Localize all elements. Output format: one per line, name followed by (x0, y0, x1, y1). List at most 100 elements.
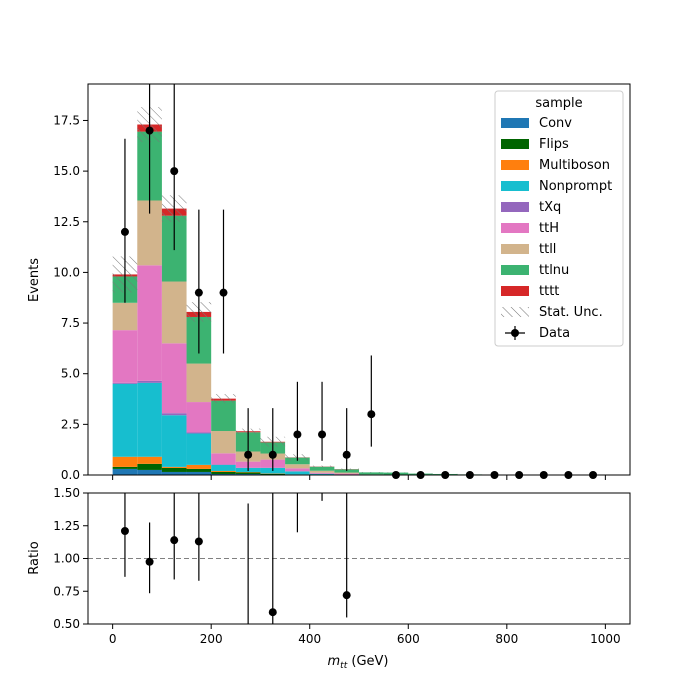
ratio-point (194, 537, 203, 546)
x-tick-label: 200 (200, 632, 223, 646)
bar-nonprompt (186, 433, 212, 465)
x-tick-label: 600 (397, 632, 420, 646)
bar-txq (161, 413, 187, 416)
bar-nonprompt (137, 382, 162, 457)
bar-tth (186, 402, 212, 433)
ratio-x-ticks: 0 200 400 600 800 1000 (109, 624, 621, 646)
legend-label-tth: ttH (539, 221, 559, 236)
legend-label-nonprompt: Nonprompt (539, 179, 612, 194)
bar-flips (161, 467, 187, 472)
bar-tth (309, 472, 335, 474)
data-point (194, 288, 203, 297)
bar-nonprompt (211, 464, 236, 471)
legend-swatch-tth (501, 223, 529, 233)
ratio-points (120, 493, 351, 624)
bar-conv (235, 473, 261, 475)
bar-ttll (334, 472, 359, 474)
bar-ttll (285, 464, 310, 469)
stat-unc-band (359, 472, 384, 473)
legend-swatch-nonprompt (501, 181, 529, 191)
ratio-y-ticks: 0.50 0.75 1.00 1.25 1.50 (53, 486, 88, 631)
bar-ttlnu (359, 472, 384, 475)
ratio-y-tick-label: 0.50 (53, 617, 80, 631)
bar-multiboson (137, 456, 162, 464)
data-point (318, 430, 327, 439)
ratio-point (268, 608, 277, 617)
legend-swatch-tttt (501, 286, 529, 296)
bar-multiboson (161, 466, 187, 468)
y-tick-label: 7.5 (61, 316, 80, 330)
y-tick-label: 2.5 (61, 417, 80, 431)
bar-ttlnu (285, 457, 310, 465)
bar-nonprompt (112, 383, 138, 457)
legend: sample Conv Flips Multiboson Nonprompt tXq ttH… (494, 90, 624, 347)
x-tick-label: 800 (495, 632, 518, 646)
ratio-y-axis-label: Ratio (27, 541, 42, 574)
legend-label-data: Data (539, 326, 570, 341)
data-point (293, 430, 302, 439)
bar-ttlnu (309, 466, 335, 471)
legend-label-ttlnu: ttlnu (539, 263, 569, 278)
x-tick-label: 400 (298, 632, 321, 646)
ratio-point (145, 557, 154, 566)
bar-tth (137, 265, 162, 381)
bar-flips (112, 466, 138, 469)
legend-swatch-flips (501, 139, 529, 149)
main-y-ticks: 0.0 2.5 5.0 7.5 10.0 12.5 15.0 17.5 (53, 113, 88, 482)
stat-unc-band (309, 465, 335, 468)
y-tick-label: 15.0 (53, 164, 80, 178)
bar-flips (137, 463, 162, 470)
bar-conv (137, 469, 162, 475)
bar-multiboson (211, 470, 236, 472)
ratio-plot-frame (87, 492, 631, 625)
legend-swatch-ttll (501, 244, 529, 254)
bar-tth (285, 468, 310, 472)
bar-txq (112, 382, 138, 384)
legend-swatch-multiboson (501, 160, 529, 170)
y-tick-label: 12.5 (53, 215, 80, 229)
y-tick-label: 17.5 (53, 113, 80, 127)
ratio-y-tick-label: 0.75 (53, 584, 80, 598)
ratio-panel: 0.50 0.75 1.00 1.25 1.50 0 200 400 600 800 1000 R… (27, 486, 631, 671)
bar-conv (161, 471, 187, 475)
y-tick-label: 10.0 (53, 265, 80, 279)
bar-nonprompt (285, 471, 310, 475)
stat-unc-band (211, 394, 236, 404)
bar-ttll (211, 431, 236, 454)
data-point (268, 450, 277, 459)
bar-conv (211, 473, 236, 475)
legend-label-multiboson: Multiboson (539, 158, 610, 173)
legend-label-txq: tXq (539, 200, 561, 215)
ratio-point (170, 536, 179, 545)
y-tick-label: 5.0 (61, 367, 80, 381)
bar-ttll (161, 281, 187, 344)
legend-swatch-ttlnu (501, 265, 529, 275)
bar-ttll (186, 363, 212, 403)
main-y-axis-label: Events (27, 258, 42, 302)
legend-swatch-data (511, 329, 519, 337)
bar-tth (112, 330, 138, 383)
legend-swatch-conv (501, 118, 529, 128)
legend-label-ttll: ttll (539, 242, 556, 257)
legend-label-stat-unc: Stat. Unc. (539, 305, 603, 320)
bar-flips (186, 468, 212, 472)
bar-flips (235, 472, 261, 474)
legend-swatch-stat-unc (501, 307, 529, 317)
x-tick-label: 1000 (590, 632, 621, 646)
data-point (219, 288, 228, 297)
data-point (367, 410, 376, 419)
bar-conv (112, 468, 138, 475)
ratio-point (120, 526, 129, 535)
bar-nonprompt (161, 415, 187, 467)
main-x-ticks (112, 475, 606, 480)
legend-title: sample (535, 96, 582, 111)
main-plot-frame (87, 83, 631, 476)
legend-swatch-txq (501, 202, 529, 212)
ratio-y-tick-label: 1.50 (53, 486, 80, 500)
main-panel: 0.0 2.5 5.0 7.5 10.0 12.5 15.0 17.5 Events samp… (27, 83, 631, 482)
bar-multiboson (186, 464, 212, 469)
bar-tth (211, 453, 236, 465)
bar-txq (186, 432, 212, 434)
legend-frame (494, 90, 624, 347)
